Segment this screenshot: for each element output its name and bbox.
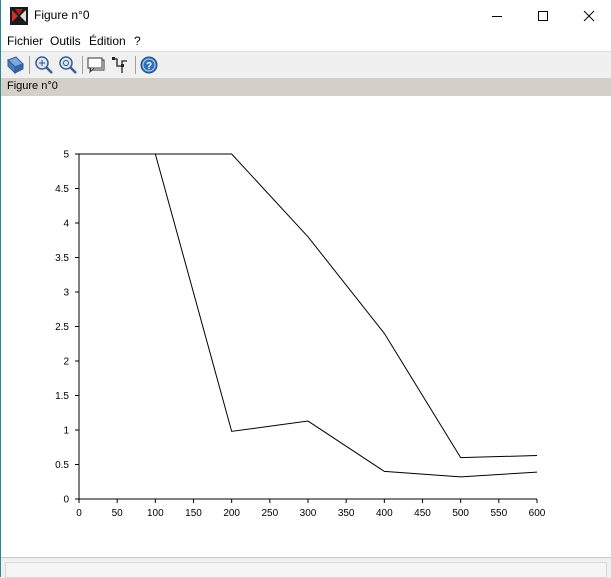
plot-canvas[interactable]: 0 50 100 150 200 250 300 350 400 450 500 550 600 0 0.5…	[1, 96, 611, 557]
y-tick-label: 2.5	[55, 322, 69, 333]
menu-bar: Fichier Outils Édition ?	[1, 32, 611, 50]
rotate-button[interactable]	[4, 54, 26, 76]
toolbar-separator	[29, 56, 30, 74]
zoom-button[interactable]	[33, 54, 55, 76]
x-tick-label: 600	[529, 508, 546, 519]
toolbar: ?	[1, 51, 611, 78]
svg-text:?: ?	[146, 61, 152, 72]
x-tick-label: 50	[112, 508, 124, 519]
close-button[interactable]	[566, 0, 611, 32]
status-field	[5, 562, 607, 578]
x-tick-label: 300	[300, 508, 317, 519]
zoom-reset-icon	[59, 56, 77, 74]
close-icon	[583, 10, 595, 22]
x-tick-label: 550	[490, 508, 507, 519]
help-icon: ?	[140, 56, 158, 74]
series-line-2	[79, 153, 538, 478]
y-tick-label: 3.5	[55, 253, 69, 264]
x-tick-label: 200	[223, 508, 240, 519]
window-title: Figure n°0	[34, 8, 90, 22]
x-tick-label: 400	[376, 508, 393, 519]
edit-axes-button[interactable]	[110, 54, 132, 76]
scilab-figure-icon	[10, 7, 28, 25]
title-bar[interactable]: Figure n°0	[1, 0, 611, 32]
y-tick-label: 4.5	[55, 184, 69, 195]
help-button[interactable]: ?	[138, 54, 160, 76]
datatip-icon	[87, 57, 105, 74]
figure-tab-bar: Figure n°0	[1, 78, 611, 96]
maximize-button[interactable]	[520, 0, 566, 32]
x-tick-label: 250	[261, 508, 278, 519]
datatip-button[interactable]	[86, 54, 108, 76]
zoom-reset-button[interactable]	[57, 54, 79, 76]
y-tick-label: 2	[63, 357, 69, 368]
x-tick-label: 100	[147, 508, 164, 519]
menu-help[interactable]: ?	[134, 34, 141, 48]
y-tick-label: 1.5	[55, 391, 69, 402]
edit-axes-icon	[112, 57, 127, 73]
menu-fichier[interactable]: Fichier	[7, 34, 44, 48]
x-tick-label: 500	[452, 508, 469, 519]
status-bar	[1, 557, 611, 578]
series-line-1	[79, 153, 538, 459]
toolbar-separator	[82, 56, 83, 74]
menu-outils[interactable]: Outils	[50, 34, 81, 48]
minimize-button[interactable]	[474, 0, 520, 32]
rotate-3d-icon	[7, 56, 24, 75]
minimize-icon	[492, 16, 502, 17]
menu-edition[interactable]: Édition	[89, 34, 126, 48]
zoom-in-icon	[35, 56, 53, 74]
maximize-icon	[538, 11, 548, 21]
y-tick-label: 4	[63, 219, 69, 230]
x-tick-label: 350	[338, 508, 355, 519]
y-tick-label: 0.5	[55, 460, 69, 471]
y-tick-label: 0	[63, 495, 69, 506]
line-chart[interactable]: 0 50 100 150 200 250 300 350 400 450 500 550 600 0 0.5…	[1, 96, 611, 557]
x-tick-label: 150	[185, 508, 202, 519]
x-tick-label: 0	[76, 508, 82, 519]
y-tick-label: 5	[63, 150, 69, 161]
figure-tab-label: Figure n°0	[7, 80, 58, 92]
y-tick-label: 3	[63, 288, 69, 299]
toolbar-separator	[135, 56, 136, 74]
y-tick-label: 1	[63, 426, 69, 437]
x-tick-label: 450	[414, 508, 431, 519]
